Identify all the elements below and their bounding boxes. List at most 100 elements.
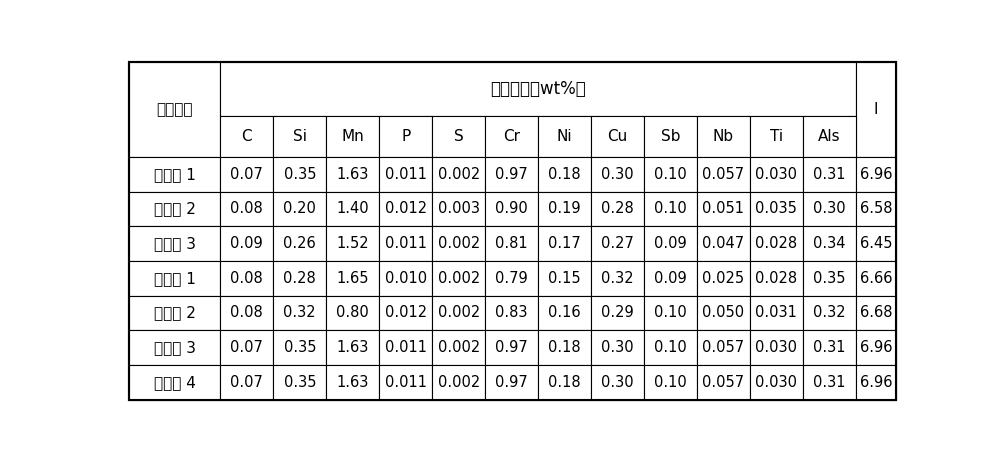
Text: 0.011: 0.011 (385, 375, 427, 390)
Bar (485, 191, 538, 226)
Bar (129, 365, 220, 400)
Text: 对比例 2: 对比例 2 (154, 305, 196, 320)
Bar (432, 117, 485, 157)
Bar (644, 261, 697, 296)
Text: 0.08: 0.08 (230, 202, 263, 217)
Text: 0.011: 0.011 (385, 236, 427, 251)
Bar (129, 330, 220, 365)
Bar (485, 296, 538, 330)
Text: 0.19: 0.19 (548, 202, 581, 217)
Bar (220, 330, 273, 365)
Bar (803, 261, 856, 296)
Text: 6.96: 6.96 (860, 375, 892, 390)
Bar (591, 330, 644, 365)
Text: 0.050: 0.050 (702, 305, 744, 320)
Text: 0.10: 0.10 (654, 202, 687, 217)
Text: 0.28: 0.28 (601, 202, 634, 217)
Text: 实施例 2: 实施例 2 (154, 202, 196, 217)
Bar (220, 157, 273, 191)
Text: 0.18: 0.18 (548, 375, 581, 390)
Text: 0.030: 0.030 (755, 375, 797, 390)
Bar (220, 261, 273, 296)
Bar (538, 157, 591, 191)
Text: 0.035: 0.035 (755, 202, 797, 217)
Bar (697, 261, 750, 296)
Bar (326, 117, 379, 157)
Text: 0.30: 0.30 (601, 375, 634, 390)
Bar (856, 157, 896, 191)
Bar (538, 330, 591, 365)
Bar (644, 157, 697, 191)
Text: 0.10: 0.10 (654, 375, 687, 390)
Bar (129, 296, 220, 330)
Bar (326, 330, 379, 365)
Text: 0.003: 0.003 (438, 202, 480, 217)
Bar (326, 261, 379, 296)
Text: 0.012: 0.012 (385, 305, 427, 320)
Text: 0.030: 0.030 (755, 167, 797, 182)
Text: Cr: Cr (503, 129, 520, 144)
Bar (856, 226, 896, 261)
Text: 0.97: 0.97 (495, 375, 528, 390)
Bar (803, 365, 856, 400)
Bar (129, 157, 220, 191)
Bar (432, 261, 485, 296)
Text: Cu: Cu (607, 129, 628, 144)
Bar (273, 157, 326, 191)
Text: 6.66: 6.66 (860, 271, 892, 286)
Text: 0.28: 0.28 (283, 271, 316, 286)
Text: 0.031: 0.031 (755, 305, 797, 320)
Bar (273, 261, 326, 296)
Text: 0.35: 0.35 (813, 271, 846, 286)
Text: 0.002: 0.002 (438, 375, 480, 390)
Bar (856, 62, 896, 157)
Text: 0.057: 0.057 (702, 340, 744, 355)
Bar (432, 330, 485, 365)
Bar (273, 365, 326, 400)
Text: 0.32: 0.32 (283, 305, 316, 320)
Text: 0.90: 0.90 (495, 202, 528, 217)
Bar (750, 296, 803, 330)
Text: 1.52: 1.52 (336, 236, 369, 251)
Text: Sb: Sb (661, 129, 680, 144)
Bar (432, 191, 485, 226)
Bar (750, 191, 803, 226)
Bar (129, 226, 220, 261)
Bar (750, 226, 803, 261)
Bar (697, 157, 750, 191)
Bar (273, 226, 326, 261)
Text: 0.057: 0.057 (702, 167, 744, 182)
Bar (591, 226, 644, 261)
Bar (538, 365, 591, 400)
Bar (803, 330, 856, 365)
Text: 0.83: 0.83 (495, 305, 528, 320)
Text: 6.96: 6.96 (860, 167, 892, 182)
Text: Mn: Mn (341, 129, 364, 144)
Text: 0.012: 0.012 (385, 202, 427, 217)
Text: 实施例 1: 实施例 1 (154, 167, 196, 182)
Text: 0.97: 0.97 (495, 167, 528, 182)
Bar (379, 296, 432, 330)
Bar (803, 296, 856, 330)
Text: C: C (241, 129, 252, 144)
Text: 0.29: 0.29 (601, 305, 634, 320)
Text: 0.09: 0.09 (654, 236, 687, 251)
Text: S: S (454, 129, 464, 144)
Bar (591, 261, 644, 296)
Bar (432, 365, 485, 400)
Bar (220, 117, 273, 157)
Text: Si: Si (293, 129, 307, 144)
Bar (485, 117, 538, 157)
Text: 0.26: 0.26 (283, 236, 316, 251)
Bar (485, 157, 538, 191)
Text: 实施例 3: 实施例 3 (154, 236, 196, 251)
Bar (591, 296, 644, 330)
Bar (326, 157, 379, 191)
Text: 6.96: 6.96 (860, 340, 892, 355)
Text: I: I (874, 102, 878, 117)
Bar (220, 62, 856, 117)
Text: 6.58: 6.58 (860, 202, 892, 217)
Bar (803, 226, 856, 261)
Bar (591, 365, 644, 400)
Text: 0.32: 0.32 (601, 271, 634, 286)
